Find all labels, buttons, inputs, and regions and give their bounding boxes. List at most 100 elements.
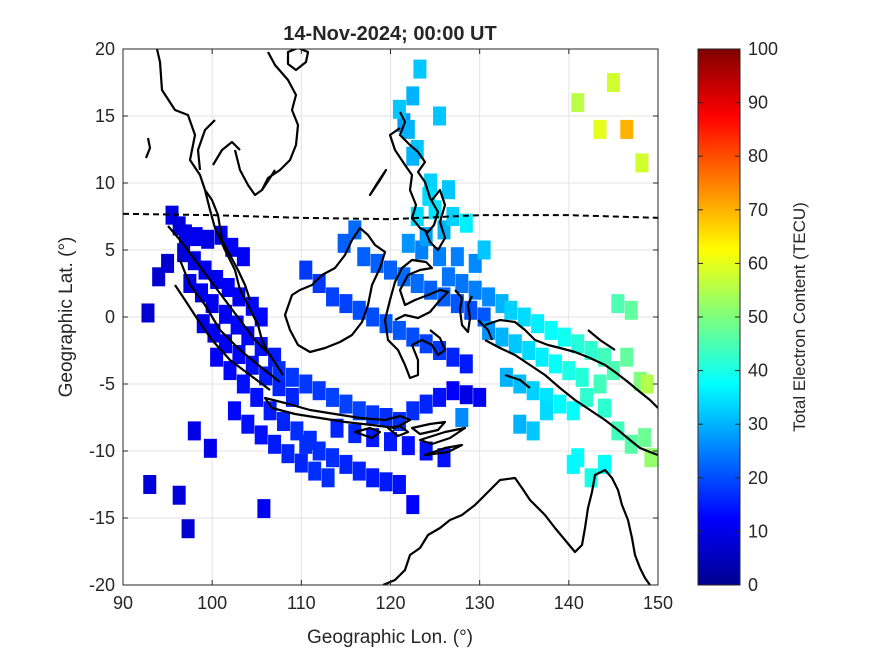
chart-title: 14-Nov-2024; 00:00 UT — [283, 23, 496, 45]
tec-cell — [433, 106, 447, 126]
tec-cell — [392, 320, 406, 340]
tec-cell — [419, 334, 433, 354]
tec-cell — [477, 240, 491, 260]
tec-cell — [241, 326, 255, 346]
tec-cell — [277, 412, 290, 432]
colorbar-tick-label: 40 — [748, 361, 768, 381]
tec-cell — [459, 354, 473, 374]
x-tick-label: 150 — [643, 593, 673, 613]
tec-cell — [281, 444, 295, 464]
tec-cell — [522, 341, 536, 360]
tec-cell — [446, 347, 460, 367]
tec-cell — [540, 401, 554, 421]
tec-cell — [482, 287, 496, 307]
tec-cell — [257, 499, 271, 519]
tec-cell — [566, 401, 580, 421]
tec-cell — [640, 374, 654, 394]
colorbar-tick-label: 50 — [748, 307, 768, 327]
coastline-malay-peninsula — [178, 189, 281, 383]
tec-cell — [219, 304, 233, 324]
tec-cell — [198, 260, 212, 280]
tec-cell — [575, 367, 589, 387]
tec-cell — [459, 213, 473, 233]
tec-cell — [223, 361, 237, 381]
tec-cell — [352, 300, 366, 320]
y-tick-label: 15 — [95, 106, 115, 126]
tec-cell — [326, 287, 340, 307]
tec-cell — [326, 448, 340, 468]
tec-cell — [624, 300, 638, 320]
colorbar-tick-label: 100 — [748, 39, 778, 59]
tec-cell — [598, 398, 611, 418]
x-tick-label: 110 — [287, 593, 316, 613]
coastline-borneo — [283, 226, 387, 354]
tec-cell — [584, 468, 598, 488]
tec-cell — [513, 414, 527, 434]
colorbar — [697, 48, 741, 586]
tec-cell — [245, 355, 259, 375]
tec-cell — [254, 425, 268, 445]
tec-cell — [406, 146, 420, 166]
tec-cell — [227, 401, 241, 421]
tec-cell — [250, 387, 264, 407]
coastline-australia — [382, 468, 651, 585]
tec-cell — [580, 387, 594, 407]
tec-cell — [181, 519, 195, 539]
tec-cell — [189, 227, 203, 247]
x-tick-label: 100 — [197, 593, 227, 613]
y-tick-label: -15 — [89, 508, 115, 528]
y-tick-label: 10 — [95, 173, 115, 193]
tec-cell — [272, 377, 286, 397]
tec-cell — [413, 59, 427, 79]
tec-cell — [312, 441, 326, 461]
tec-cell — [593, 374, 607, 394]
tec-cell — [366, 468, 380, 488]
tec-cell — [236, 247, 250, 267]
tec-cell — [584, 341, 598, 360]
tec-cell — [446, 381, 460, 401]
x-tick-label: 130 — [465, 593, 495, 613]
tec-cell — [141, 303, 155, 323]
tec-cell — [221, 278, 235, 298]
tec-cell — [312, 274, 326, 293]
tec-cell — [531, 314, 545, 334]
tec-cell — [196, 314, 210, 334]
tec-cell — [401, 233, 415, 253]
tec-cell — [299, 434, 313, 454]
tec-cell — [384, 432, 397, 452]
colorbar-tick-label: 70 — [748, 200, 768, 220]
colorbar-tick-label: 80 — [748, 146, 768, 166]
y-tick-labels: -20 -15 -10 -5 0 5 10 15 20 — [89, 39, 115, 595]
tec-cell — [330, 418, 344, 438]
tec-cell — [152, 267, 166, 287]
tec-cell — [294, 453, 308, 473]
tec-cell — [254, 307, 268, 327]
tec-cell — [241, 414, 255, 434]
tec-cell — [326, 387, 340, 407]
tec-cell — [232, 345, 246, 365]
tec-cell — [593, 119, 607, 139]
tec-cell — [201, 229, 215, 249]
tec-cell — [459, 385, 473, 405]
y-axis-label: Geographic Lat. (°) — [56, 237, 77, 398]
tec-cell — [419, 441, 433, 461]
x-tick-label: 90 — [113, 593, 133, 613]
tec-cell — [566, 454, 580, 474]
tec-cell — [203, 438, 217, 458]
tec-cell — [504, 300, 518, 320]
coastline-timor — [423, 443, 464, 457]
colorbar-tick-label: 30 — [748, 414, 768, 434]
tec-cell — [635, 153, 649, 173]
tec-cell — [419, 394, 433, 414]
y-tick-label: 5 — [105, 240, 115, 260]
tec-cell — [172, 485, 186, 505]
tec-cell — [392, 475, 406, 494]
tec-cell — [620, 347, 634, 367]
tec-cell — [406, 495, 420, 515]
tec-cell — [441, 180, 455, 200]
tec-cell — [548, 354, 562, 374]
colorbar-tick-label: 0 — [748, 575, 758, 595]
tec-cell — [210, 269, 224, 289]
tec-cell — [535, 347, 549, 367]
colorbar-tick-label: 10 — [748, 521, 768, 541]
